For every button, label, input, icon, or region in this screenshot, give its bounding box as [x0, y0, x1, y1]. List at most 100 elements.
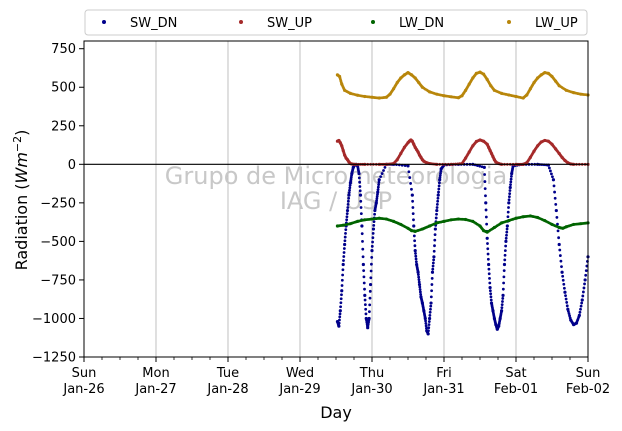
- data-point: [488, 286, 492, 290]
- data-point-fill: [508, 192, 512, 196]
- data-point-fill: [437, 181, 441, 185]
- data-point-fill: [503, 249, 507, 253]
- data-point-fill: [432, 258, 436, 262]
- data-point: [338, 309, 342, 313]
- data-point: [504, 239, 508, 243]
- data-point-fill: [564, 297, 568, 301]
- data-point-fill: [424, 321, 428, 325]
- data-point-fill: [559, 259, 563, 263]
- data-point-fill: [373, 212, 376, 216]
- data-point-fill: [555, 215, 559, 219]
- data-point-fill: [340, 293, 343, 297]
- data-point-fill: [551, 175, 554, 179]
- data-point: [426, 332, 430, 336]
- data-point-fill: [361, 247, 365, 251]
- data-point-fill: [413, 244, 417, 248]
- data-point-fill: [485, 222, 489, 226]
- data-point-fill: [501, 287, 505, 291]
- y-tick-label: −500: [40, 235, 76, 250]
- x-axis-label: Day: [320, 403, 352, 422]
- y-tick-label: 250: [51, 119, 76, 134]
- data-point-fill: [371, 240, 374, 244]
- data-point-fill: [567, 309, 570, 313]
- data-point-fill: [429, 304, 433, 308]
- data-point: [341, 262, 345, 267]
- data-point-fill: [342, 251, 346, 254]
- data-point-fill: [339, 305, 343, 309]
- data-point-fill: [484, 208, 488, 212]
- data-point-fill: [486, 247, 490, 251]
- data-point-fill: [488, 276, 491, 280]
- data-point-fill: [357, 176, 361, 180]
- data-point-fill: [427, 323, 431, 327]
- data-point-fill: [341, 268, 345, 272]
- watermark-line-1: Grupo de Micrometeorologia: [165, 162, 507, 190]
- data-point-fill: [486, 257, 490, 261]
- data-point-fill: [372, 220, 376, 224]
- data-point-fill: [554, 202, 558, 206]
- data-point-fill: [579, 307, 582, 311]
- data-point-fill: [437, 184, 441, 188]
- data-point: [557, 242, 561, 247]
- data-point-fill: [362, 281, 366, 285]
- data-point-fill: [435, 212, 438, 216]
- data-point-fill: [425, 326, 428, 330]
- data-point-fill: [550, 172, 553, 176]
- data-point-fill: [371, 231, 375, 235]
- data-point-fill: [431, 261, 435, 265]
- data-point-fill: [433, 233, 437, 237]
- data-point-fill: [553, 190, 556, 194]
- x-axis: SunJan-26MonJan-27TueJan-28WedJan-29ThuJ…: [62, 357, 610, 397]
- data-point: [376, 190, 380, 194]
- data-point-fill: [506, 215, 510, 219]
- data-point-fill: [377, 180, 381, 184]
- data-point-fill: [338, 312, 342, 316]
- data-point-fill: [505, 230, 509, 234]
- data-point-fill: [508, 189, 512, 192]
- data-point-fill: [371, 236, 375, 240]
- series-lw-dn: [335, 214, 590, 234]
- data-point-fill: [419, 293, 423, 296]
- data-point: [428, 316, 432, 321]
- data-point: [500, 309, 504, 313]
- series-layer: [335, 70, 590, 336]
- y-tick-label: −1250: [32, 351, 76, 366]
- data-point-fill: [565, 304, 569, 308]
- data-point: [501, 293, 505, 297]
- data-point-fill: [382, 169, 385, 172]
- data-point-fill: [427, 320, 431, 323]
- data-point-fill: [561, 278, 565, 282]
- data-point-fill: [339, 297, 343, 301]
- data-point: [363, 293, 367, 297]
- data-point-fill: [502, 281, 506, 285]
- data-point-fill: [435, 202, 439, 206]
- data-point-fill: [343, 235, 347, 239]
- data-point-fill: [418, 290, 422, 294]
- data-point-fill: [560, 265, 563, 269]
- data-point-fill: [489, 292, 493, 296]
- legend-label: LW_DN: [399, 16, 444, 31]
- data-point-fill: [488, 289, 492, 293]
- data-point-fill: [428, 310, 432, 314]
- data-point-fill: [345, 212, 349, 216]
- data-point-fill: [504, 236, 508, 240]
- data-point-fill: [504, 244, 508, 248]
- data-point-fill: [370, 262, 373, 266]
- data-point-fill: [432, 249, 436, 253]
- data-point: [436, 193, 440, 197]
- data-point-fill: [503, 253, 507, 257]
- data-point-fill: [553, 196, 557, 200]
- data-point-fill: [358, 180, 362, 184]
- data-point-fill: [342, 259, 345, 262]
- data-point-fill: [361, 255, 365, 259]
- data-point-fill: [582, 286, 586, 290]
- x-tick-label-date: Jan-28: [206, 382, 248, 397]
- data-point-fill: [372, 223, 376, 227]
- y-tick-label: 500: [51, 81, 76, 96]
- data-point-fill: [345, 215, 349, 219]
- data-point-fill: [509, 174, 513, 178]
- data-point-fill: [410, 187, 413, 191]
- data-point: [502, 262, 507, 267]
- legend-frame: [84, 9, 588, 36]
- data-point-fill: [409, 182, 412, 185]
